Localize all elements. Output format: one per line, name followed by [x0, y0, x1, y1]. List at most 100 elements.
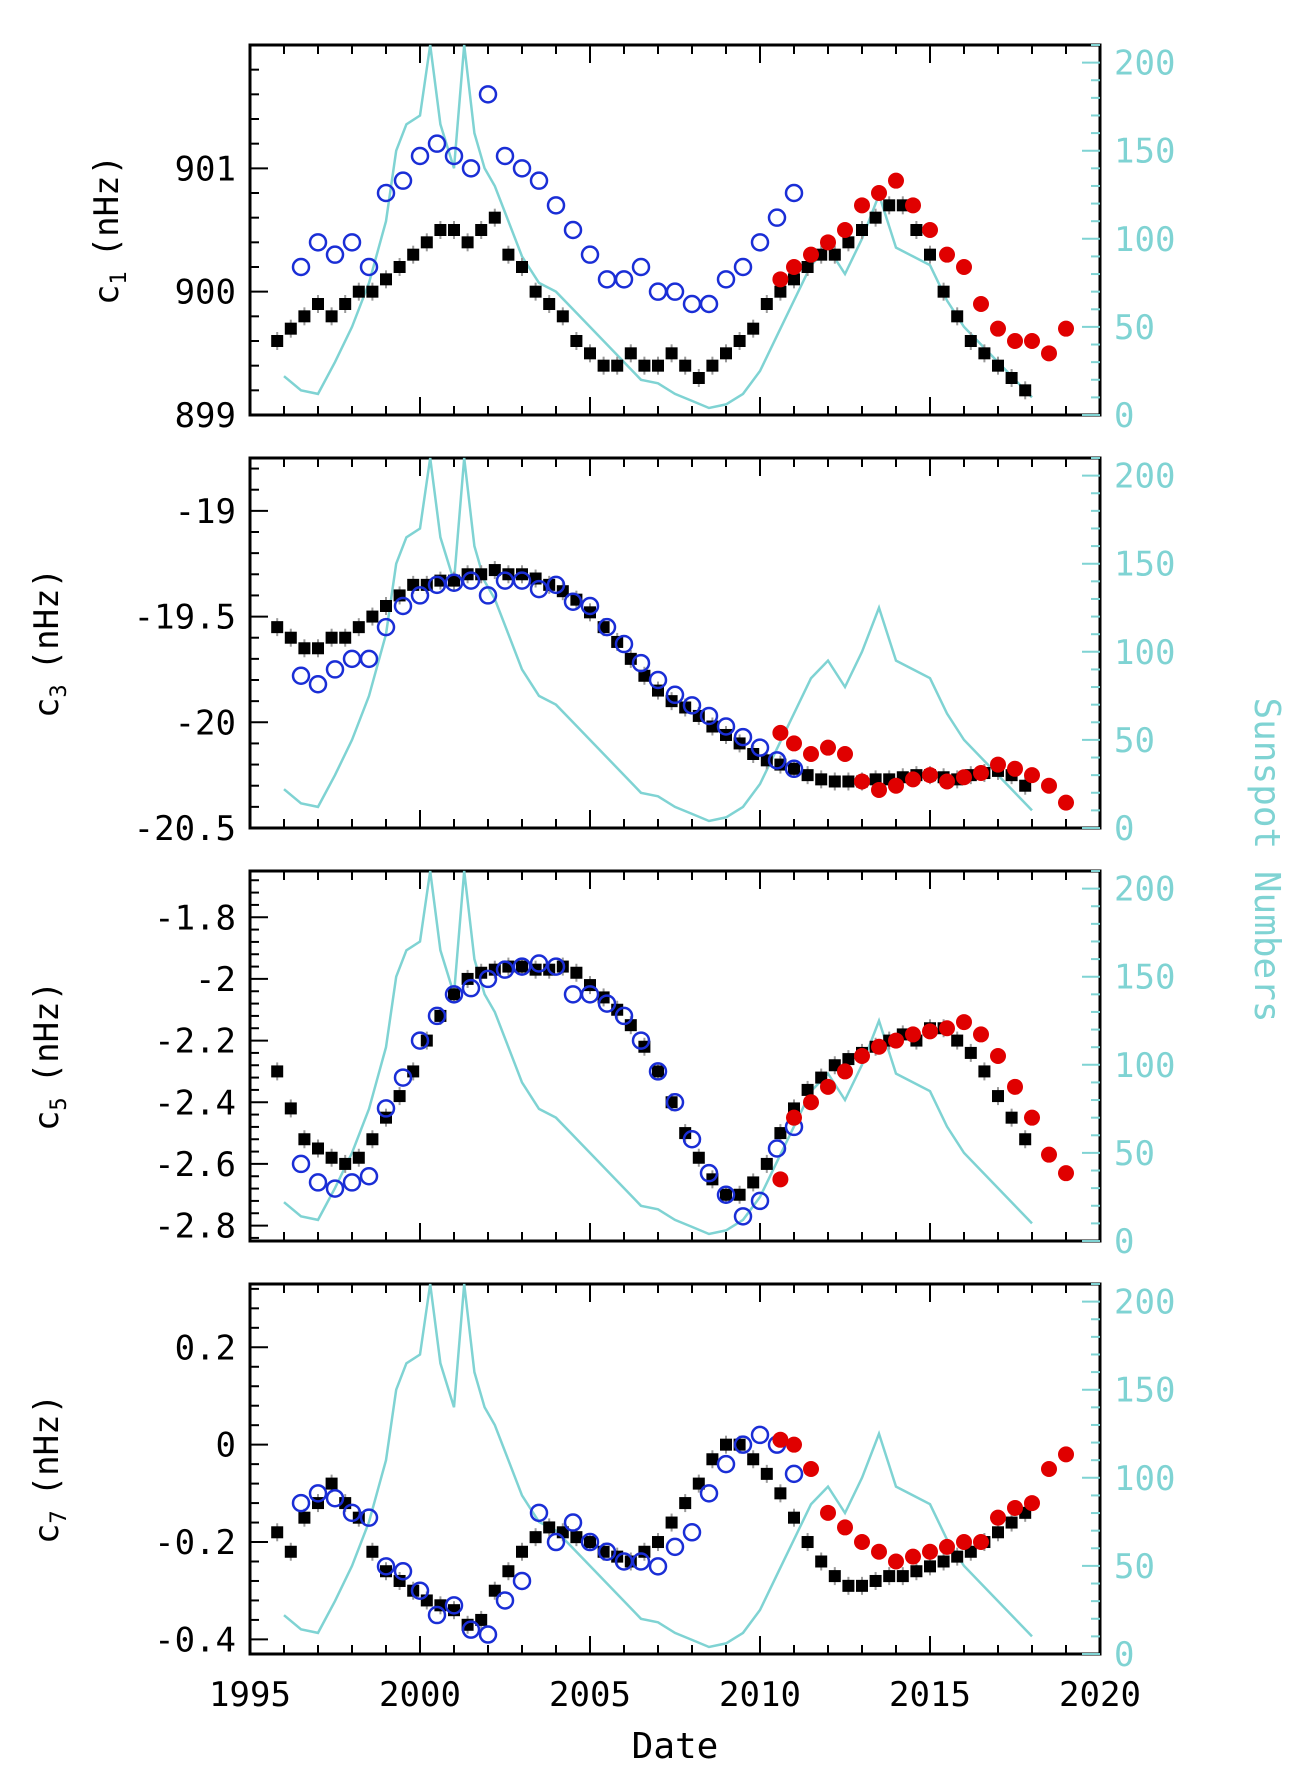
data-point-square [271, 1526, 284, 1539]
data-point-square [475, 1613, 488, 1626]
data-point-red [990, 756, 1006, 773]
data-point-square [339, 631, 352, 644]
right-tick-label: 100 [1114, 1459, 1175, 1499]
data-point-square [611, 359, 624, 372]
panel-c5-ylabel-sub: 5 [47, 1097, 72, 1110]
data-point-square [828, 775, 841, 788]
data-point-circle [444, 146, 464, 166]
data-point-red [956, 769, 972, 786]
data-point-red [1058, 1165, 1074, 1182]
data-point-square [937, 285, 950, 298]
panel-c7-ylabel-main: c [27, 1524, 67, 1544]
data-point-circle [376, 617, 396, 637]
y-tick-label: -19.5 [134, 598, 236, 638]
data-point-square [325, 1151, 338, 1164]
panel-c1-ylabel-sub: 1 [107, 271, 132, 284]
data-point-square [393, 1090, 406, 1103]
data-point-square [801, 1083, 814, 1096]
data-point-square [652, 1536, 664, 1549]
data-point-circle [767, 208, 787, 227]
data-point-red [871, 1038, 887, 1055]
data-point-square [339, 298, 352, 310]
data-point-square [502, 248, 515, 261]
data-point-red [786, 1109, 802, 1126]
data-point-circle [308, 674, 328, 694]
data-point-square [1005, 1111, 1018, 1124]
panel-c1-ylabel-main: c [87, 285, 127, 305]
panel-c3: -19 -19.5 -20 -20.5 0 50 100 150 200 c3 (nHz) [27, 456, 1175, 849]
data-point-red [1058, 320, 1074, 337]
right-tick-label: 150 [1114, 958, 1175, 998]
panel-c7-ylabels: 0.2 0 -0.2 -0.4 [154, 1328, 236, 1660]
data-point-circle [614, 634, 634, 654]
data-point-square [475, 224, 488, 236]
y-tick-label: -20.5 [134, 809, 236, 849]
data-point-red [1007, 1499, 1023, 1516]
data-point-red [922, 767, 938, 784]
right-tick-label: 50 [1114, 1547, 1155, 1587]
data-point-square [271, 335, 284, 347]
data-point-circle [291, 257, 311, 277]
data-point-square [366, 610, 379, 623]
right-tick-label: 200 [1114, 870, 1175, 910]
data-point-square [774, 1127, 787, 1140]
data-point-circle [325, 245, 345, 264]
data-point-red [837, 1063, 853, 1080]
data-point-red [837, 1519, 853, 1536]
data-point-red [786, 259, 802, 275]
data-point-square [692, 1151, 705, 1164]
data-point-square [842, 1053, 855, 1066]
x-tick-label: 1995 [209, 1675, 291, 1715]
data-point-circle [359, 649, 379, 669]
panel-c1: 899 900 901 0 50 100 150 200 c1 (nHz) [87, 43, 1175, 436]
right-tick-label: 200 [1114, 457, 1175, 497]
data-point-circle [767, 751, 787, 770]
data-point-circle [410, 1581, 430, 1600]
data-point-square [271, 621, 284, 634]
right-tick-label: 150 [1114, 1371, 1175, 1411]
data-point-circle [699, 1163, 719, 1183]
y-tick-label: -0.4 [154, 1620, 236, 1660]
data-point-circle [733, 727, 753, 747]
data-point-circle [427, 134, 447, 153]
data-point-red [939, 246, 955, 263]
data-point-red [837, 222, 853, 238]
data-point-square [760, 1467, 773, 1480]
data-point-circle [308, 1173, 328, 1192]
data-point-square [516, 568, 528, 581]
data-point-circle [699, 706, 719, 726]
data-point-square [679, 359, 692, 372]
data-point-red [871, 1543, 887, 1560]
right-tick-label: 50 [1114, 308, 1155, 348]
data-point-square [679, 1497, 692, 1510]
data-point-circle [580, 1532, 600, 1552]
data-point-square [339, 1157, 352, 1170]
data-point-red [922, 1023, 938, 1040]
x-tick-label: 2015 [889, 1675, 971, 1715]
data-point-circle [393, 1561, 413, 1581]
data-point-circle [529, 171, 549, 190]
data-point-circle [631, 257, 651, 277]
data-point-square [570, 966, 583, 979]
data-point-circle [665, 1093, 685, 1112]
data-point-square [597, 359, 610, 372]
data-point-square [883, 199, 896, 212]
data-point-circle [444, 1596, 464, 1615]
data-point-circle [461, 978, 481, 998]
data-point-square [366, 1133, 379, 1146]
panel-c7-marks [271, 1425, 1074, 1644]
data-point-square [325, 310, 338, 323]
data-point-circle [325, 660, 345, 679]
data-point-circle [767, 1139, 787, 1158]
data-point-circle [512, 1571, 532, 1591]
data-point-circle [682, 294, 702, 314]
data-point-square [570, 1531, 583, 1544]
right-tick-label: 200 [1114, 44, 1175, 84]
data-point-circle [784, 1464, 804, 1484]
sunspot-line [283, 1283, 1033, 1649]
panel-c1-ticks [249, 44, 1101, 416]
right-tick-label: 0 [1114, 809, 1134, 849]
data-point-circle [597, 270, 617, 289]
data-point-square [312, 298, 324, 310]
data-point-red [1024, 767, 1040, 784]
